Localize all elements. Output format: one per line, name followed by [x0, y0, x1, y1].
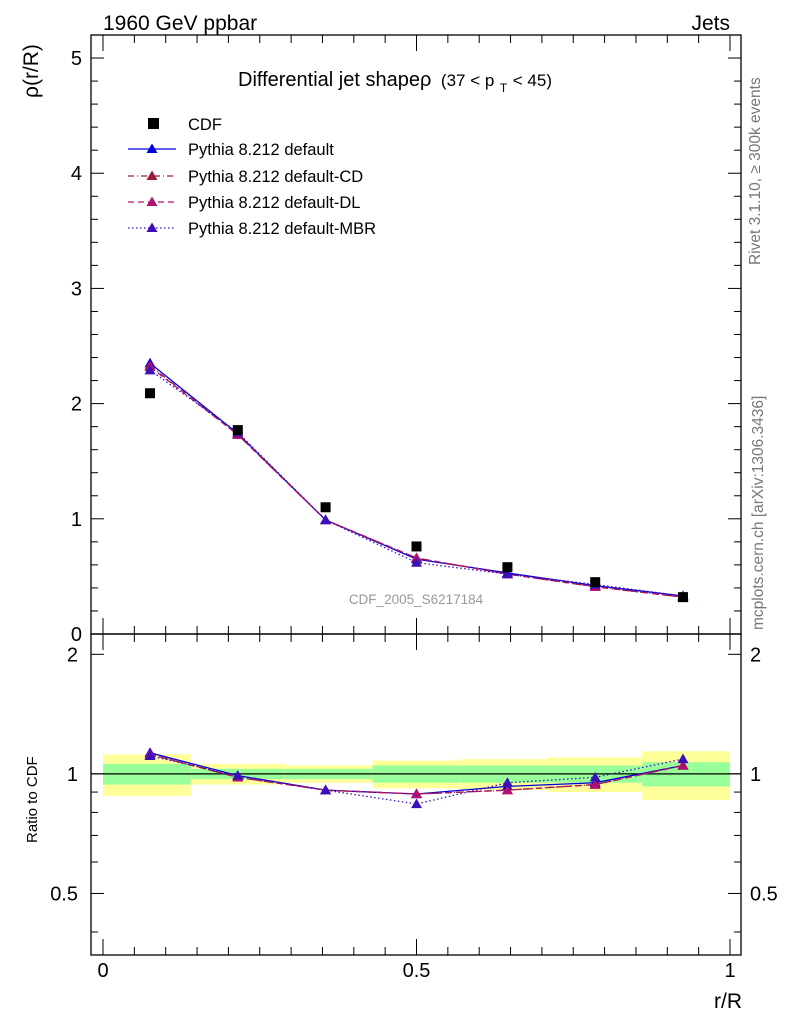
ratio-ytick-label-right: 1 — [750, 764, 761, 786]
ratio-marker — [232, 770, 244, 780]
legend-label-2: Pythia 8.212 default-DL — [188, 194, 360, 212]
plot-title: Differential jet shapeρ (37 < p T < 45) — [238, 69, 552, 97]
ratio-marker — [411, 798, 422, 809]
legend-label-3: Pythia 8.212 default-MBR — [188, 220, 376, 238]
data-point — [411, 541, 422, 552]
xtick-label: 0 — [97, 960, 108, 982]
header-left: 1960 GeV ppbar — [103, 12, 257, 35]
legend-marker-1 — [146, 170, 158, 180]
legend-label-data: CDF — [188, 116, 222, 134]
ratio-ytick-label-left: 1 — [67, 764, 78, 786]
ratio-lines — [144, 747, 689, 809]
data-point — [502, 562, 513, 573]
side-label-top: Rivet 3.1.10, ≥ 300k events — [747, 77, 764, 265]
plot-title-cond-close: < 45) — [513, 71, 552, 90]
main-ytick-label: 3 — [71, 278, 82, 300]
ratio-ytick-label-left: 0.5 — [50, 883, 78, 905]
series-marker — [501, 568, 513, 579]
main-ytick-label: 2 — [71, 394, 82, 416]
axis-ticks — [91, 34, 741, 955]
plot-title-cond-sub: T — [500, 81, 508, 95]
ratio-marker — [411, 788, 422, 799]
ratio-marker — [589, 779, 601, 789]
xlabel: r/R — [714, 990, 742, 1013]
series-marker — [144, 364, 156, 375]
ratio-ytick-label-right: 2 — [750, 644, 761, 666]
ratio-marker — [320, 784, 332, 795]
legend: CDF Pythia 8.212 default Pythia 8.212 de… — [128, 116, 376, 238]
legend-marker-2 — [146, 196, 158, 206]
legend-label-0: Pythia 8.212 default — [188, 141, 334, 159]
ratio-marker — [501, 784, 513, 795]
main-ytick-label: 0 — [71, 624, 82, 646]
main-ytick-label: 4 — [71, 163, 82, 185]
ratio-ytick-label-right: 0.5 — [750, 883, 778, 905]
main-lines — [144, 357, 689, 603]
side-label-bottom: mcplots.cern.ch [arXiv:1306.3436] — [750, 396, 767, 630]
legend-marker-3 — [146, 222, 158, 232]
main-ytick-label: 5 — [71, 48, 82, 70]
series-marker — [320, 514, 332, 525]
ratio-marker — [501, 777, 513, 787]
xtick-label: 0.5 — [403, 960, 431, 982]
xtick-label: 1 — [724, 960, 735, 982]
main-ytick-label: 1 — [71, 509, 82, 531]
header-right: Jets — [691, 12, 730, 35]
analysis-watermark: CDF_2005_S6217184 — [349, 592, 484, 607]
data-point — [320, 502, 331, 513]
plot-title-cond-open: (37 < p — [441, 71, 494, 90]
ratio-frame — [90, 633, 742, 956]
main-ylabel: ρ(r/R) — [20, 44, 43, 98]
ratio-ytick-label-left: 2 — [67, 644, 78, 666]
series-marker — [411, 557, 422, 567]
data-point — [590, 577, 601, 588]
legend-marker-0 — [146, 143, 158, 153]
data-point — [145, 388, 156, 399]
data-point — [677, 592, 688, 603]
ratio-marker — [144, 750, 156, 761]
ratio-marker — [677, 753, 689, 764]
legend-label-1: Pythia 8.212 default-CD — [188, 168, 363, 186]
legend-marker-data — [148, 118, 159, 129]
ratio-ylabel: Ratio to CDF — [24, 756, 41, 843]
data-point — [232, 425, 243, 436]
ratio-marker — [589, 771, 601, 782]
plot-title-main: Differential jet shapeρ — [238, 69, 431, 91]
ratio-marker — [677, 759, 689, 770]
